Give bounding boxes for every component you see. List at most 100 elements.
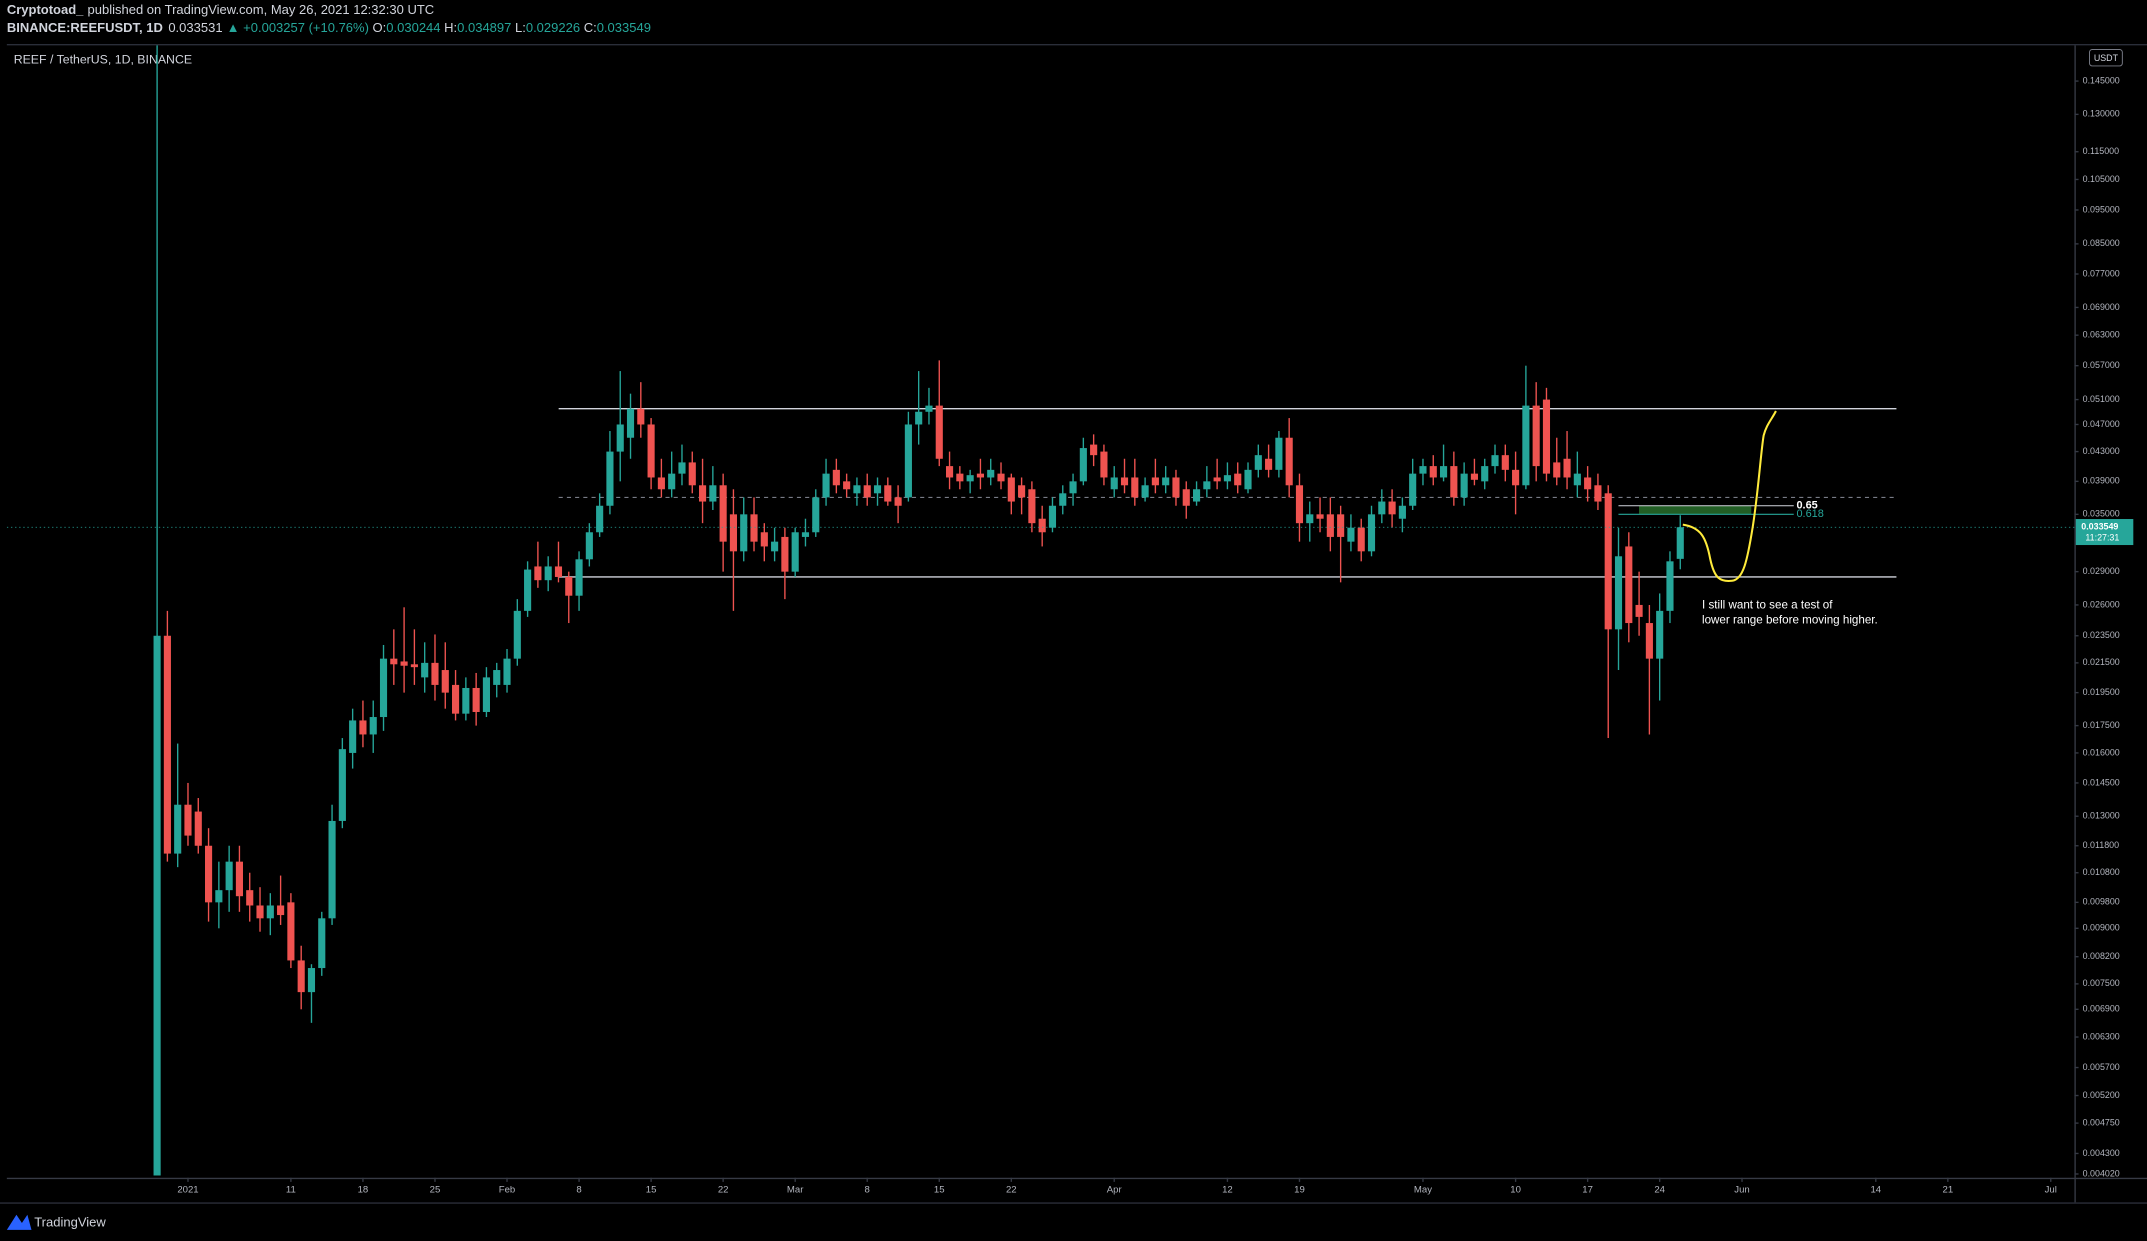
annotation: I still want to see a test of (1702, 599, 1833, 612)
x-tick-label: 21 (1943, 1185, 1954, 1196)
candle-body (1244, 469, 1252, 490)
candle-body (1645, 623, 1653, 659)
candle-body (1542, 399, 1551, 474)
candle-body (163, 635, 171, 854)
candle-body (1213, 477, 1221, 482)
candle-body (544, 566, 552, 581)
candle-body (1367, 514, 1376, 552)
candle-body (1306, 514, 1314, 524)
candle-body (194, 811, 202, 846)
candle-body (513, 610, 521, 659)
candle-body (1491, 455, 1499, 467)
candle-body (894, 497, 902, 506)
x-tick-label: 18 (358, 1185, 369, 1196)
candle-body (987, 469, 995, 478)
ohlc-key: O: (373, 20, 387, 35)
y-tick-label: 0.006900 (2083, 1004, 2120, 1014)
candle-body (729, 514, 737, 552)
y-tick-label: 0.057000 (2083, 360, 2120, 370)
y-tick-label: 0.115000 (2083, 146, 2119, 156)
y-tick-label: 0.009000 (2083, 923, 2120, 933)
candle-body (1120, 477, 1129, 486)
chart-title: REEF / TetherUS, 1D, BINANCE (14, 53, 192, 67)
candle-body (482, 677, 490, 712)
ohlc-key: H: (444, 20, 457, 35)
x-tick-label: Jul (2045, 1185, 2057, 1196)
candle-body (1614, 556, 1623, 630)
candle-body (421, 662, 429, 678)
candle-body (781, 536, 789, 572)
candle-body (205, 845, 213, 903)
candle-body (493, 670, 501, 685)
fib-label: 0.65 (1796, 500, 1817, 512)
candle-body (1409, 473, 1417, 506)
y-tick-label: 0.011800 (2083, 840, 2119, 850)
candle-body (1192, 489, 1201, 502)
candle-body (1573, 473, 1581, 486)
countdown: 11:27:31 (2085, 533, 2119, 543)
candle-body (1625, 546, 1633, 624)
candle-body (575, 559, 583, 596)
candle-body (452, 684, 460, 714)
candle-body (1388, 501, 1396, 515)
ohlc-value: 0.030244 (386, 20, 440, 35)
y-tick-label: 0.145000 (2083, 75, 2120, 85)
fib-label: 0.618 (1796, 508, 1823, 520)
candle-body (1553, 462, 1561, 478)
candle-body (668, 473, 676, 490)
x-tick-label: May (1414, 1185, 1432, 1196)
candle-body (760, 532, 768, 547)
candle-body (1563, 458, 1571, 478)
candle-body (1079, 448, 1087, 482)
candle-body (771, 541, 779, 552)
candle-body (657, 477, 665, 490)
candle-body (277, 905, 285, 916)
candle-body (153, 635, 161, 1176)
candle-body (1151, 477, 1159, 486)
brand-logo[interactable] (6, 1214, 32, 1230)
x-tick-label: Mar (787, 1185, 804, 1196)
candle-body (1501, 455, 1509, 470)
last-price-tag (2075, 519, 2134, 546)
candle-body (1110, 477, 1118, 490)
candle-body (1234, 473, 1242, 486)
candle-body (359, 720, 367, 735)
candle-body (1512, 469, 1520, 486)
brand[interactable]: TradingView (34, 1214, 106, 1229)
candle-body (740, 514, 748, 552)
candle-body (1316, 514, 1324, 519)
candle-body (678, 462, 686, 474)
candle-body (338, 749, 346, 821)
y-tick-label: 0.017500 (2083, 720, 2120, 730)
candle-body (853, 485, 861, 494)
candle-body (1450, 466, 1458, 498)
candle-body (626, 408, 635, 438)
candle-body (554, 566, 563, 577)
candle-body (1254, 455, 1262, 470)
y-tick-label: 0.007500 (2083, 978, 2120, 988)
candle-body (688, 462, 696, 486)
y-tick-label: 0.043000 (2083, 446, 2120, 456)
x-tick-label: 8 (865, 1185, 870, 1196)
x-tick-label: 11 (286, 1185, 296, 1196)
author: Cryptotoad_ (7, 3, 84, 18)
candle-body (884, 485, 892, 502)
candle-body (441, 670, 449, 693)
x-tick-label: Apr (1107, 1185, 1123, 1196)
ohlc-value: 0.033549 (597, 20, 651, 35)
x-tick-label: 10 (1510, 1185, 1521, 1196)
symbol: BINANCE:REEFUSDT, 1D (7, 20, 163, 35)
y-tick-label: 0.130000 (2083, 109, 2120, 119)
candle-body (616, 424, 624, 452)
candle-body (812, 497, 820, 533)
candle-body (369, 717, 377, 735)
candle-body (925, 405, 933, 412)
candle-body (997, 473, 1005, 482)
y-tick-label: 0.005200 (2083, 1090, 2120, 1100)
candle-body (832, 469, 840, 486)
candle-body (235, 861, 243, 897)
currency-box[interactable] (2089, 49, 2123, 67)
candle-body (1419, 466, 1427, 474)
